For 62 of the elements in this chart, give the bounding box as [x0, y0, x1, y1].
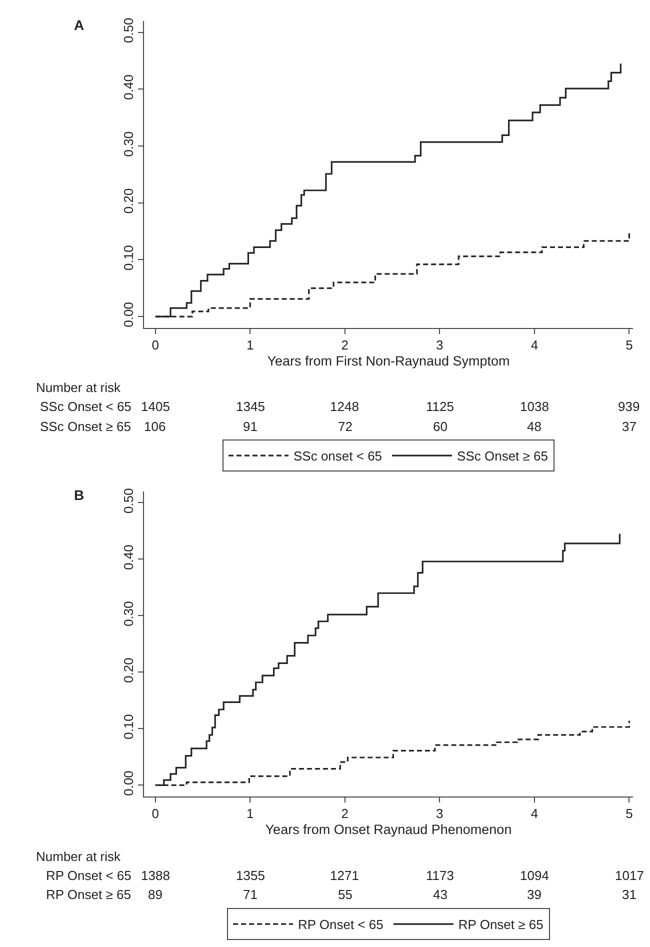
- text: SSc Onset ≥ 65: [40, 419, 131, 434]
- legend-label: SSc onset < 65: [294, 448, 382, 464]
- text: 1017: [615, 868, 644, 883]
- legend-label: RP Onset < 65: [298, 917, 384, 932]
- text: 1345: [236, 399, 265, 414]
- text: 55: [338, 887, 352, 902]
- x-axis-title: Years from First Non-Raynaud Symptom: [267, 354, 510, 369]
- legend-label: RP Onset ≥ 65: [458, 917, 544, 932]
- text: RP Onset ≥ 65: [46, 887, 131, 902]
- text: 1038: [520, 399, 549, 414]
- text: 1173: [426, 868, 454, 883]
- y-tick-label: 0.40: [120, 74, 136, 100]
- text: RP Onset < 65: [46, 868, 132, 883]
- text: 1388: [141, 868, 170, 883]
- x-tick-label: 0: [152, 338, 159, 353]
- y-tick-label: 0.50: [120, 488, 136, 514]
- chart-title: A: [74, 17, 84, 33]
- y-tick-label: 0.20: [120, 188, 136, 214]
- x-tick-label: 5: [626, 806, 633, 822]
- text: 1248: [330, 399, 359, 414]
- x-tick-label: 3: [436, 806, 444, 822]
- y-tick-label: 0.40: [120, 544, 136, 570]
- y-tick-label: 0.00: [120, 302, 136, 328]
- y-tick-label: 0.30: [120, 131, 136, 157]
- text: 89: [148, 887, 162, 902]
- text: 1125: [426, 399, 454, 414]
- text: 1094: [520, 868, 549, 883]
- x-tick-label: 4: [530, 806, 538, 822]
- x-tick-label: 3: [436, 338, 444, 353]
- text: Number at risk: [36, 380, 122, 395]
- legend-label: SSc Onset ≥ 65: [457, 448, 548, 464]
- x-tick-label: 1: [246, 806, 254, 822]
- text: 37: [622, 419, 636, 434]
- text: 72: [338, 419, 352, 434]
- y-tick-label: 0.50: [120, 18, 136, 44]
- text: 39: [527, 887, 542, 902]
- text: 60: [433, 419, 448, 434]
- y-tick-label: 0.00: [120, 770, 136, 796]
- x-tick-label: 2: [341, 338, 349, 353]
- y-tick-label: 0.20: [120, 658, 136, 683]
- x-tick-label: 1: [246, 338, 254, 353]
- text: 1271: [330, 868, 359, 883]
- text: 91: [243, 419, 258, 434]
- text: SSc Onset < 65: [40, 399, 132, 414]
- x-tick-label: 5: [626, 338, 633, 353]
- y-tick-label: 0.10: [120, 245, 136, 270]
- x-axis-title: Years from Onset Raynaud Phenomenon: [265, 822, 512, 838]
- text: 43: [433, 887, 448, 902]
- x-tick-label: 2: [341, 806, 349, 822]
- text: 31: [622, 887, 636, 902]
- text: 106: [144, 419, 166, 434]
- y-tick-label: 0.10: [120, 714, 136, 740]
- y-tick-label: 0.30: [120, 601, 136, 626]
- x-tick-label: 0: [152, 806, 159, 822]
- x-tick-label: 4: [530, 338, 538, 353]
- text: 71: [243, 887, 258, 902]
- text: 939: [618, 399, 640, 414]
- text: 48: [527, 419, 542, 434]
- chart-title: B: [74, 487, 84, 503]
- text: 1405: [141, 399, 170, 414]
- text: 1355: [236, 868, 265, 883]
- text: Number at risk: [36, 849, 122, 864]
